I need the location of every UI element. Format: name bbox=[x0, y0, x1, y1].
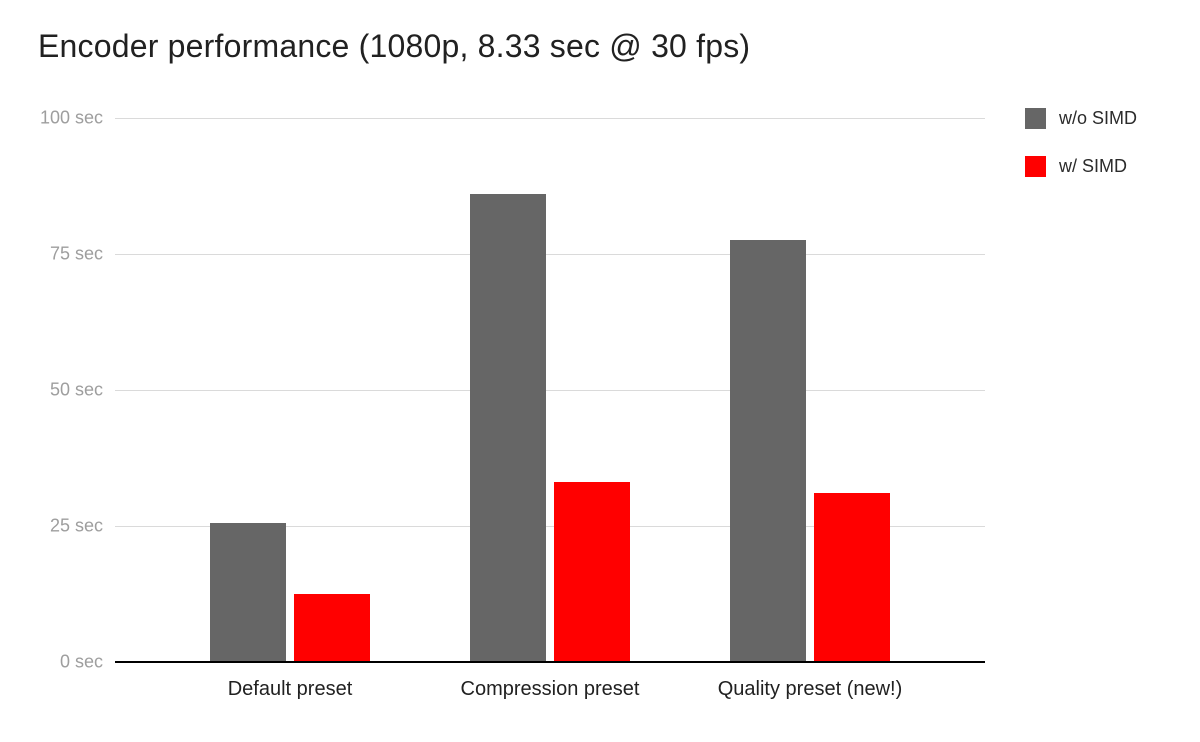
x-category-label-default-preset: Default preset bbox=[227, 678, 353, 700]
chart-title: Encoder performance (1080p, 8.33 sec @ 3… bbox=[38, 28, 751, 64]
legend-label-wo-simd: w/o SIMD bbox=[1059, 108, 1138, 128]
legend-label-w-simd: w/ SIMD bbox=[1059, 156, 1128, 176]
gridline-100 bbox=[115, 118, 985, 119]
legend-swatch-gray bbox=[1025, 108, 1046, 129]
x-axis-baseline bbox=[115, 661, 985, 663]
gridline-25 bbox=[115, 526, 985, 527]
gridline-50 bbox=[115, 390, 985, 391]
bar-w-simd-compression-preset bbox=[554, 482, 630, 662]
x-category-label-quality-preset-new: Quality preset (new!) bbox=[717, 678, 903, 700]
legend-item-wo-simd: w/o SIMD bbox=[1025, 108, 1137, 129]
x-category-label-compression-preset: Compression preset bbox=[460, 678, 640, 700]
y-tick-label-75: 75 sec bbox=[49, 243, 103, 264]
plot-area: 0 sec 25 sec 50 sec 75 sec 100 sec Default pr… bbox=[40, 108, 985, 700]
bar-w-o-simd-compression-preset bbox=[470, 194, 546, 662]
y-tick-label-50: 50 sec bbox=[49, 379, 103, 400]
legend-item-w-simd: w/ SIMD bbox=[1025, 156, 1137, 177]
y-tick-label-25: 25 sec bbox=[49, 515, 103, 536]
bar-w-o-simd-quality-preset-new bbox=[730, 240, 806, 662]
y-tick-label-0: 0 sec bbox=[59, 651, 103, 672]
bar-w-o-simd-default-preset bbox=[210, 523, 286, 662]
gridline-75 bbox=[115, 254, 985, 255]
legend-swatch-red bbox=[1025, 156, 1046, 177]
chart-legend: w/o SIMD w/ SIMD bbox=[1025, 108, 1137, 177]
bar-w-simd-default-preset bbox=[294, 594, 370, 662]
y-tick-label-100: 100 sec bbox=[39, 107, 103, 128]
bar-w-simd-quality-preset-new bbox=[814, 493, 890, 662]
